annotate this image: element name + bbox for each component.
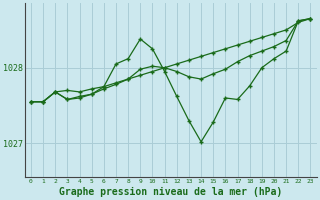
X-axis label: Graphe pression niveau de la mer (hPa): Graphe pression niveau de la mer (hPa): [59, 186, 282, 197]
